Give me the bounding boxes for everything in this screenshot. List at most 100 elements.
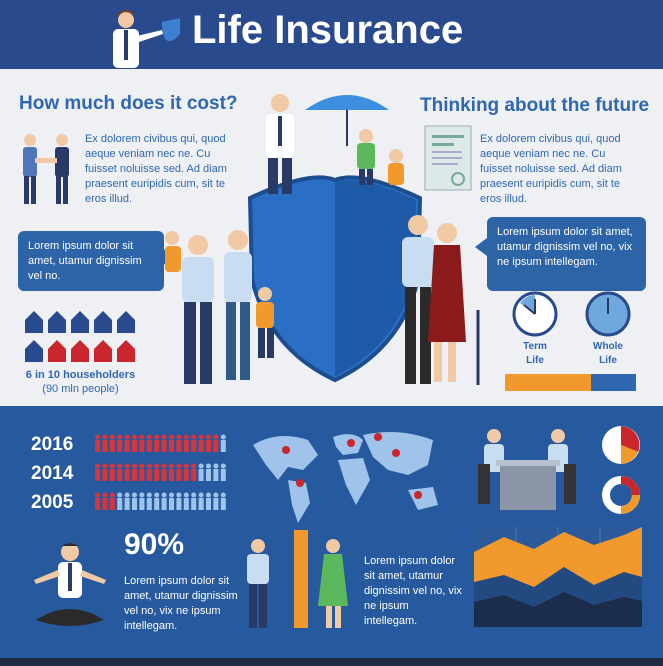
person-icon xyxy=(161,492,167,510)
person-icon-highlighted xyxy=(169,463,174,481)
person-icon xyxy=(117,492,123,510)
person-icon-highlighted xyxy=(176,434,182,452)
future-paragraph: Ex dolorem civibus qui, quod aeque venia… xyxy=(480,133,622,205)
person-icon-highlighted xyxy=(146,434,152,452)
person-icon-highlighted xyxy=(124,463,130,481)
person-icon-highlighted xyxy=(109,463,115,481)
house-icon xyxy=(25,340,43,362)
person-icon xyxy=(191,492,197,510)
handshake-illustration xyxy=(18,130,76,208)
left-bubble-text: Lorem ipsum dolor sit amet, utamur digni… xyxy=(28,240,142,282)
person-icon xyxy=(139,492,145,510)
meditating-man-illustration xyxy=(26,540,114,632)
whole-life-label: Whole Life xyxy=(593,341,623,366)
footer-strip xyxy=(0,658,663,666)
term-life-bar xyxy=(505,374,591,391)
meeting-illustration xyxy=(472,424,584,514)
person-icon-highlighted xyxy=(161,434,167,452)
person-icon xyxy=(220,463,226,481)
person-icon-highlighted xyxy=(132,434,137,452)
pie-chart-icon xyxy=(600,424,642,466)
person-icon xyxy=(124,492,130,510)
world-map xyxy=(248,425,443,525)
term-life-label: Term Life xyxy=(523,341,547,366)
person-icon-highlighted xyxy=(183,463,189,481)
person-icon-highlighted xyxy=(183,434,189,452)
person-icon-highlighted xyxy=(109,434,115,452)
person-icon-highlighted xyxy=(139,434,145,452)
person-icon-highlighted xyxy=(102,492,108,510)
person-icon-highlighted xyxy=(95,492,100,510)
year-2014: 2014 xyxy=(31,463,74,484)
person-icon xyxy=(220,434,226,452)
person-icon xyxy=(183,492,189,510)
house-icon xyxy=(94,311,112,333)
cost-paragraph: Ex dolorem civibus qui, quod aeque venia… xyxy=(85,133,227,205)
house-icon xyxy=(25,311,43,333)
person-icon xyxy=(176,492,182,510)
bottom-text: Lorem ipsum dolor sit amet, utamur digni… xyxy=(364,555,462,627)
person-icon-highlighted xyxy=(176,463,182,481)
year-2005: 2005 xyxy=(31,492,74,513)
cost-heading: How much does it cost? xyxy=(19,93,238,114)
house-icon xyxy=(71,311,89,333)
house-icon xyxy=(48,311,66,333)
term-life-clock-icon xyxy=(512,291,558,337)
person-icon-highlighted xyxy=(169,434,174,452)
person-icon xyxy=(154,492,160,510)
stat-text: Lorem ipsum dolor sit amet, utamur digni… xyxy=(124,575,238,632)
family-shield-illustration xyxy=(160,80,490,390)
person-icon-highlighted xyxy=(161,463,167,481)
households-icon-grid xyxy=(25,311,140,366)
left-speech-bubble: Lorem ipsum dolor sit amet, utamur digni… xyxy=(18,231,164,291)
house-icon xyxy=(71,340,89,362)
person-icon-highlighted xyxy=(102,434,108,452)
person-icon xyxy=(206,463,211,481)
house-icon xyxy=(117,311,135,333)
person-icon xyxy=(169,492,174,510)
area-chart-illustration xyxy=(474,527,642,627)
right-bubble-text: Lorem ipsum dolor sit amet, utamur digni… xyxy=(497,226,633,268)
house-icon xyxy=(117,340,135,362)
person-icon-highlighted xyxy=(117,463,123,481)
person-icon-highlighted xyxy=(109,492,115,510)
whole-life-clock-icon xyxy=(585,291,631,337)
person-icon-highlighted xyxy=(139,463,145,481)
header-bar xyxy=(0,0,663,69)
households-label: 6 in 10 householders xyxy=(25,369,136,381)
stat-value: 90% xyxy=(124,528,185,561)
person-icon xyxy=(198,492,204,510)
person-icon xyxy=(220,492,226,510)
person-icon xyxy=(213,463,219,481)
person-icon xyxy=(146,492,152,510)
page-title: Life Insurance xyxy=(192,8,464,52)
person-icon-highlighted xyxy=(102,463,108,481)
person-icon-highlighted xyxy=(154,434,160,452)
person-icon-highlighted xyxy=(117,434,123,452)
person-icon xyxy=(213,492,219,510)
right-speech-bubble: Lorem ipsum dolor sit amet, utamur digni… xyxy=(487,217,646,291)
person-icon xyxy=(206,492,211,510)
house-icon xyxy=(48,340,66,362)
house-icon xyxy=(94,340,112,362)
person-icon-highlighted xyxy=(206,434,211,452)
donut-chart-icon xyxy=(600,474,642,516)
person-icon-highlighted xyxy=(154,463,160,481)
person-icon xyxy=(132,492,137,510)
person-icon-highlighted xyxy=(198,434,204,452)
person-icon xyxy=(198,463,204,481)
document-icon xyxy=(424,125,472,191)
people-rows xyxy=(93,432,233,518)
person-icon-highlighted xyxy=(191,463,197,481)
year-2016: 2016 xyxy=(31,434,74,455)
person-icon-highlighted xyxy=(124,434,130,452)
person-icon-highlighted xyxy=(95,463,100,481)
households-sublabel: (90 mln people) xyxy=(42,383,119,395)
person-icon-highlighted xyxy=(95,434,100,452)
future-heading: Thinking about the future xyxy=(420,95,650,116)
person-icon-highlighted xyxy=(146,463,152,481)
right-bubble-tail xyxy=(475,238,487,256)
person-icon-highlighted xyxy=(132,463,137,481)
businessman-illustration xyxy=(100,6,190,68)
couple-bar-illustration xyxy=(238,530,353,632)
